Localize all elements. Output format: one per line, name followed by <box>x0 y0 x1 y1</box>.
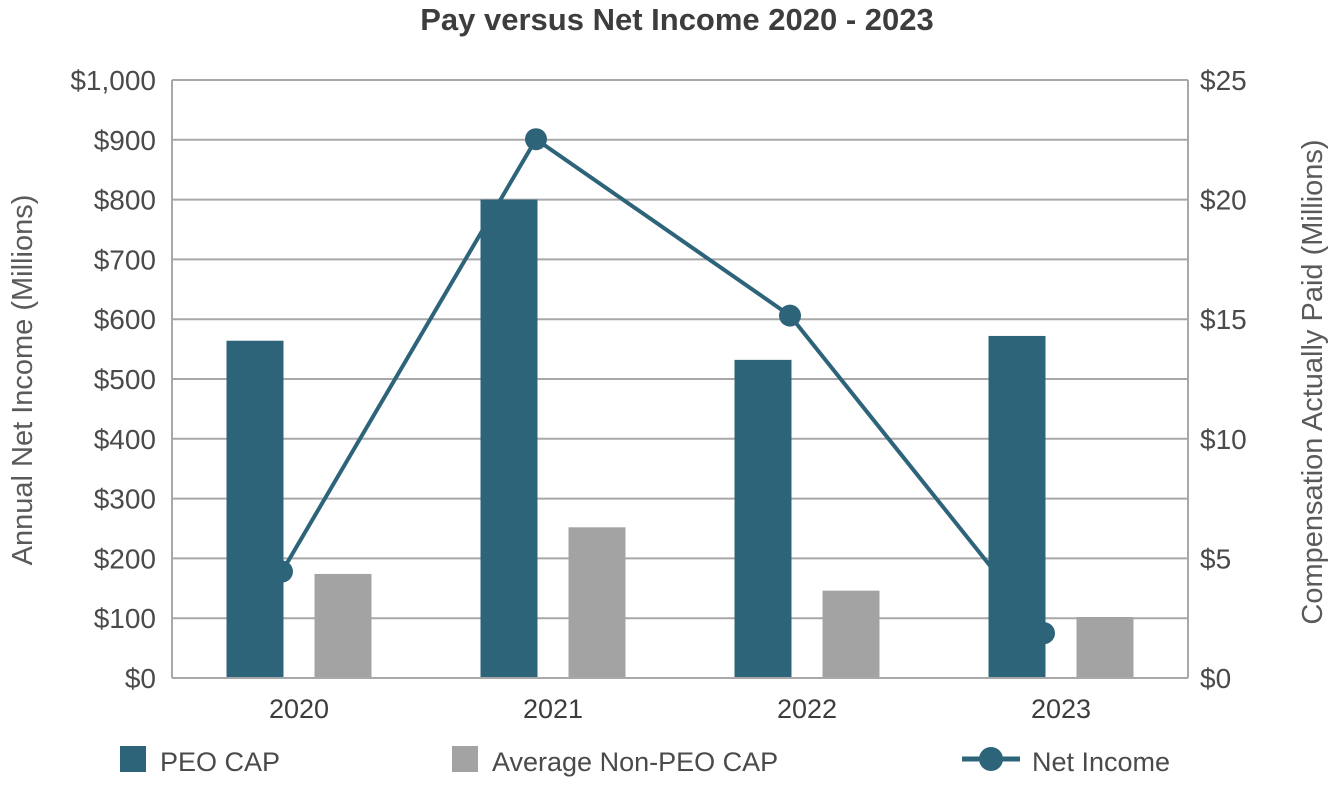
series-line-net-income <box>280 136 1046 635</box>
bar-peo-cap <box>734 359 792 678</box>
right-tick-label: $0 <box>1200 663 1231 694</box>
left-tick-label: $700 <box>94 244 156 275</box>
x-tick-label: 2021 <box>523 694 583 724</box>
right-tick-label: $20 <box>1200 185 1247 216</box>
bar-average-non-peo-cap <box>822 590 880 678</box>
left-tick-label: $100 <box>94 603 156 634</box>
left-axis-title: Annual Net Income (Millions) <box>7 195 39 566</box>
data-point-net-income <box>525 128 547 151</box>
grid-layer <box>172 79 1188 620</box>
left-tick-label: $400 <box>94 424 156 455</box>
chart-title: Pay versus Net Income 2020 - 2023 <box>420 2 934 37</box>
legend-label: Average Non-PEO CAP <box>492 747 778 777</box>
data-point-net-income <box>1033 622 1055 645</box>
right-tick-label: $5 <box>1200 543 1231 574</box>
bar-peo-cap <box>480 199 538 678</box>
data-point-net-income <box>271 560 293 583</box>
data-point-net-income <box>779 304 801 327</box>
x-tick-label: 2022 <box>777 694 837 724</box>
line-layer <box>271 128 1055 645</box>
right-axis-title: Compensation Actually Paid (Millions) <box>1297 139 1329 624</box>
legend-label: Net Income <box>1032 747 1170 777</box>
left-tick-label: $600 <box>94 304 156 335</box>
bar-peo-cap <box>226 340 284 678</box>
axis-layer: $0 $100 $200 $300 $400 $500 $600 $700 $800 $900 $1… <box>70 65 1246 724</box>
x-tick-label: 2023 <box>1031 694 1091 724</box>
left-tick-label: $800 <box>94 185 156 216</box>
left-tick-label: $0 <box>125 663 156 694</box>
right-tick-label: $15 <box>1200 304 1247 335</box>
right-tick-label: $10 <box>1200 424 1247 455</box>
legend-swatch <box>452 746 478 772</box>
bar-average-non-peo-cap <box>314 573 372 678</box>
bar-average-non-peo-cap <box>1076 617 1134 678</box>
left-tick-label: $300 <box>94 484 156 515</box>
legend-marker <box>979 747 1003 771</box>
legend-label: PEO CAP <box>160 747 280 777</box>
x-tick-label: 2020 <box>269 694 329 724</box>
left-tick-label: $200 <box>94 543 156 574</box>
legend-swatch <box>120 746 146 772</box>
legend: PEO CAP Average Non-PEO CAP Net Income <box>120 746 1170 777</box>
bar-average-non-peo-cap <box>568 527 626 678</box>
left-tick-label: $900 <box>94 125 156 156</box>
right-tick-label: $25 <box>1200 65 1247 96</box>
left-tick-label: $1,000 <box>70 65 156 96</box>
left-tick-label: $500 <box>94 364 156 395</box>
